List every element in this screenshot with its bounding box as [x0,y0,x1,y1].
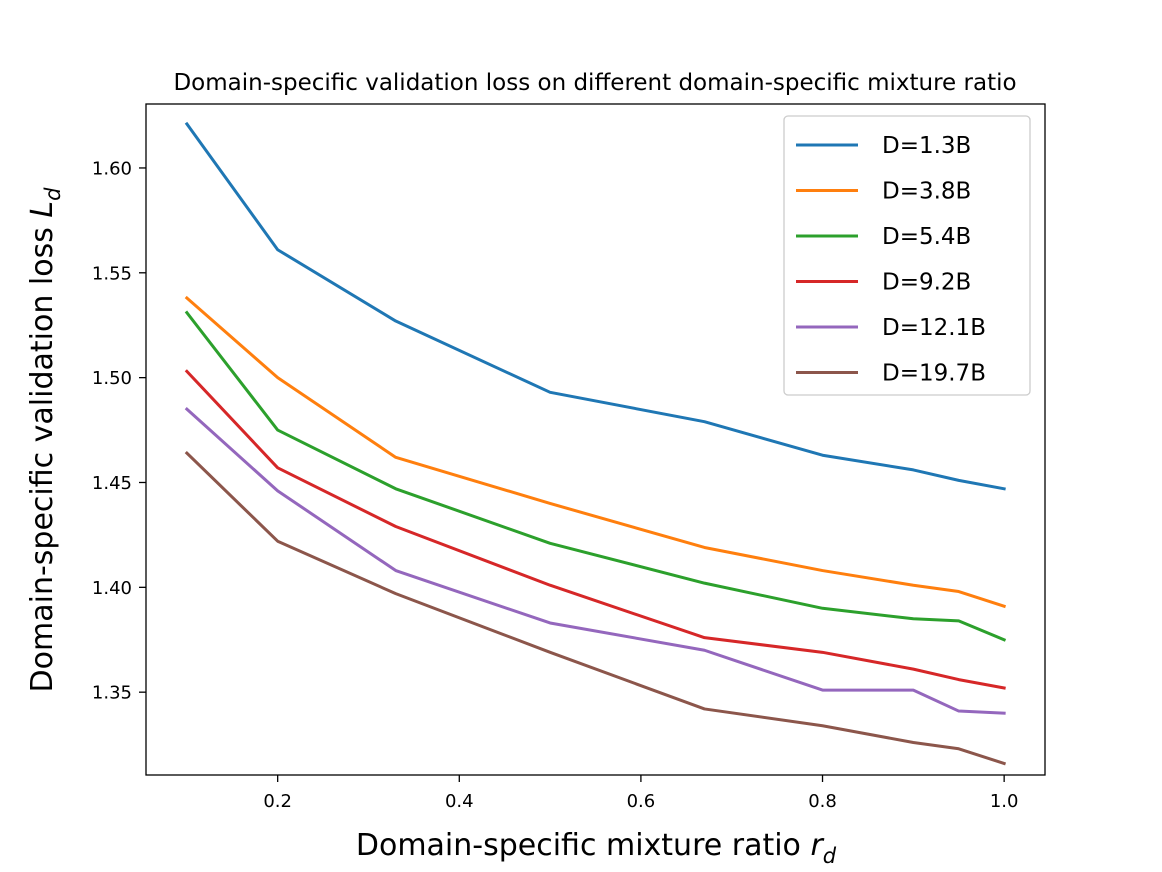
legend-label: D=5.4B [882,224,971,250]
series-line-3 [184,369,1006,690]
x-axis-title-text: Domain-specific mixture ratio [356,828,811,863]
legend-label: D=1.3B [882,133,971,159]
x-tick-label: 0.8 [808,791,837,812]
y-tick-label: 1.45 [92,473,132,494]
y-tick-label: 1.35 [92,683,132,704]
series-line-4 [184,406,1006,715]
y-tick-label: 1.50 [92,368,132,389]
x-tick-label: 0.2 [263,791,292,812]
series-line-1 [184,295,1007,609]
y-axis-ticks: 1.35 1.40 1.45 1.50 1.55 1.60 [92,158,146,704]
x-axis-title-subscript: d [823,844,837,868]
legend-label: D=19.7B [882,361,986,387]
y-axis-title-symbol: L [25,201,60,218]
legend-label: D=9.2B [882,270,971,296]
y-axis-title-text: Domain-specific validation loss [25,218,60,693]
x-tick-label: 0.6 [627,791,656,812]
y-tick-label: 1.55 [92,263,132,284]
x-axis-ticks: 0.2 0.4 0.6 0.8 1.0 [263,775,1018,812]
x-axis-title-symbol: r [810,828,824,863]
y-axis-title: Domain-specific validation loss Ld [25,187,65,693]
chart-title: Domain-specific validation loss on diffe… [173,70,1016,96]
legend-box [783,115,1031,396]
plot-lines [184,121,1007,766]
x-axis-title: Domain-specific mixture ratio rd [356,828,837,868]
y-tick-label: 1.60 [92,158,132,179]
legend-label: D=12.1B [882,315,986,341]
legend: D=1.3B D=3.8B D=5.4B D=9.2B D=12.1B D=19.7B [783,115,1031,396]
plot-frame [145,103,1046,776]
legend-label: D=3.8B [882,179,971,205]
series-line-0 [184,121,1006,491]
y-axis-title-subscript: d [41,187,65,201]
x-tick-label: 1.0 [990,791,1019,812]
series-line-5 [184,451,1007,766]
x-tick-label: 0.4 [445,791,474,812]
series-line-2 [184,310,1007,642]
y-tick-label: 1.40 [92,578,132,599]
